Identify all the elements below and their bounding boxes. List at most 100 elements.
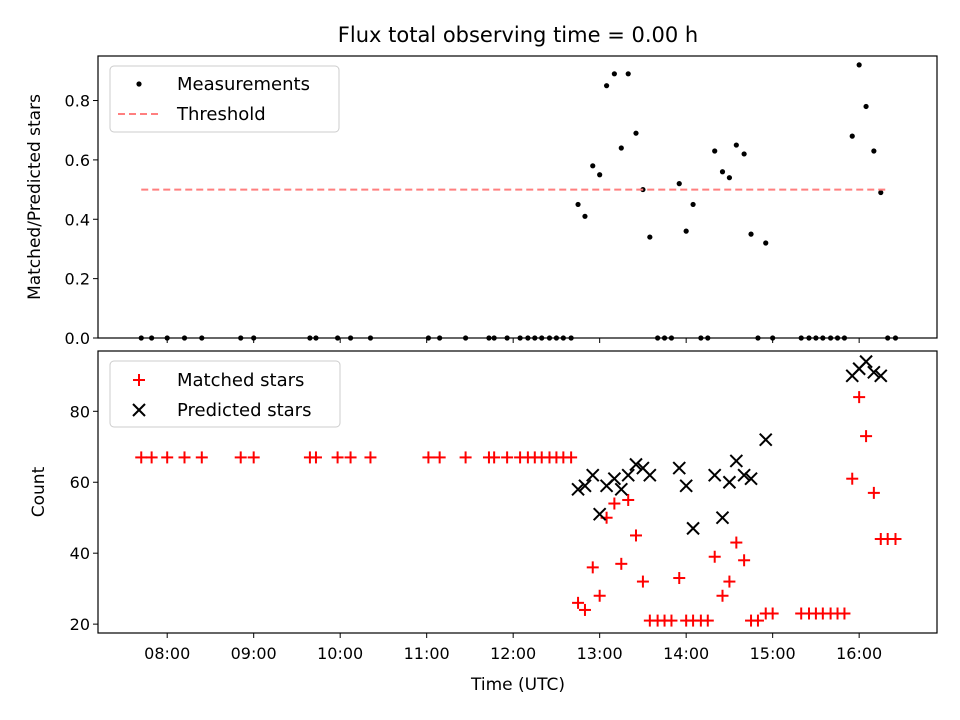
top-panel: 0.00.20.40.60.8 Matched/Predicted stars …	[25, 55, 938, 348]
measurements-point	[755, 335, 761, 341]
y-tick-label: 0.2	[65, 270, 90, 289]
matched-stars-point	[853, 391, 866, 404]
measurements-point	[238, 335, 244, 341]
measurements-point	[719, 169, 726, 175]
measurements-point	[828, 335, 834, 341]
measurements-point	[525, 335, 531, 341]
bottom-y-ticks: 20 40 60 80	[70, 402, 98, 634]
top-marks	[138, 62, 899, 341]
measurements-point	[491, 335, 497, 341]
matched-stars-point	[629, 529, 642, 542]
matched-stars-point	[723, 575, 736, 588]
top-y-axis-label: Matched/Predicted stars	[25, 94, 45, 300]
y-tick-label: 0.8	[65, 92, 90, 111]
measurements-point	[138, 335, 144, 341]
predicted-stars-point	[759, 432, 773, 447]
y-tick-label: 60	[70, 473, 90, 492]
matched-stars-point	[344, 451, 357, 464]
predicted-stars-point	[621, 468, 635, 482]
measurements-point	[251, 335, 257, 341]
measurements-point	[582, 213, 588, 219]
legend-measurements-marker	[136, 81, 142, 87]
measurements-point	[849, 133, 855, 139]
measurements-point	[892, 335, 899, 341]
matched-stars-point	[889, 533, 902, 545]
matched-stars-point	[565, 451, 578, 464]
predicted-stars-point	[607, 471, 622, 486]
measurements-point	[347, 335, 354, 341]
measurements-point	[334, 335, 341, 341]
predicted-stars-point	[586, 468, 600, 482]
measurements-point	[553, 335, 560, 341]
x-tick-label: 12:00	[490, 644, 536, 663]
matched-stars-point	[234, 451, 247, 464]
bottom-panel: 20 40 60 80 08:00 09:00 10:00 11:00 12:00 13:00 1…	[29, 350, 938, 695]
matched-stars-point	[161, 451, 174, 464]
chart-title: Flux total observing time = 0.00 h	[338, 23, 698, 47]
measurements-point	[625, 71, 631, 77]
measurements-point	[871, 148, 877, 154]
bottom-marks	[135, 354, 902, 627]
matched-stars-point	[135, 451, 148, 464]
y-tick-label: 0.0	[65, 329, 90, 348]
matched-stars-point	[422, 451, 435, 464]
measurements-point	[676, 181, 682, 187]
measurements-point	[763, 240, 769, 246]
measurements-point	[611, 71, 617, 77]
matched-stars-point	[766, 607, 779, 620]
measurements-point	[590, 163, 596, 169]
measurements-point	[841, 335, 848, 341]
measurements-point	[603, 83, 610, 89]
x-tick-label: 13:00	[577, 644, 623, 663]
matched-stars-point	[578, 603, 591, 616]
matched-stars-point	[751, 614, 764, 627]
matched-stars-point	[433, 451, 446, 464]
measurements-point	[313, 335, 319, 341]
predicted-stars-point	[629, 457, 643, 472]
matched-stars-point	[730, 536, 743, 549]
top-x-ticks	[166, 338, 860, 343]
measurements-point	[504, 335, 510, 341]
measurements-point	[733, 142, 739, 148]
measurements-point	[164, 335, 170, 341]
measurements-point	[690, 201, 696, 208]
matched-stars-point	[145, 451, 158, 464]
measurements-point	[878, 189, 884, 196]
matched-stars-point	[701, 614, 714, 627]
measurements-point	[748, 231, 754, 237]
matched-stars-point	[622, 493, 635, 506]
measurements-point	[546, 335, 553, 341]
predicted-stars-point	[729, 454, 744, 468]
measurements-point	[307, 335, 313, 341]
measurements-point	[705, 335, 711, 341]
matched-stars-point	[838, 607, 851, 620]
x-tick-label: 10:00	[317, 644, 363, 663]
measurements-point	[834, 335, 841, 341]
x-tick-label: 14:00	[663, 644, 709, 663]
matched-stars-point	[615, 557, 628, 570]
matched-stars-point	[309, 451, 322, 464]
predicted-stars-point	[722, 475, 737, 489]
matched-stars-point	[364, 451, 377, 464]
measurements-point	[655, 335, 661, 341]
matched-stars-point	[572, 596, 585, 609]
predicted-stars-point	[874, 369, 888, 383]
legend-matched-marker	[133, 374, 145, 386]
measurements-point	[560, 335, 566, 341]
measurements-point	[425, 335, 432, 341]
matched-stars-point	[586, 561, 599, 574]
predicted-stars-point	[592, 507, 607, 521]
predicted-stars-point	[578, 479, 592, 493]
bottom-y-axis-label: Count	[29, 466, 49, 517]
measurements-point	[683, 228, 689, 234]
measurements-point	[517, 335, 523, 341]
predicted-stars-point	[744, 471, 758, 486]
top-y-ticks: 0.0 0.2 0.4 0.6 0.8	[65, 92, 98, 348]
measurements-point	[539, 335, 545, 341]
matched-stars-point	[867, 486, 880, 499]
legend-predicted-label: Predicted stars	[177, 400, 311, 421]
measurements-point	[712, 148, 718, 154]
measurements-point	[863, 103, 869, 110]
